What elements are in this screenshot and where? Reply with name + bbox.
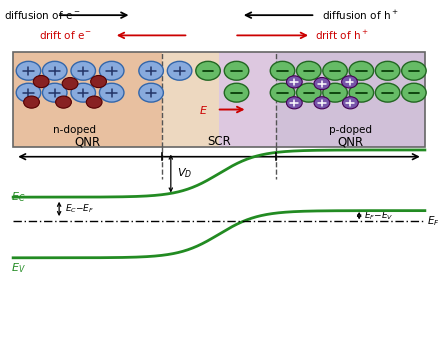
Circle shape xyxy=(286,97,302,109)
Circle shape xyxy=(375,83,400,102)
Circle shape xyxy=(91,75,106,88)
Circle shape xyxy=(270,83,295,102)
Text: $E_F$$-$$E_V$: $E_F$$-$$E_V$ xyxy=(364,209,393,222)
Circle shape xyxy=(196,61,220,80)
Circle shape xyxy=(342,76,357,88)
Circle shape xyxy=(99,83,124,102)
Circle shape xyxy=(297,83,321,102)
Circle shape xyxy=(270,61,295,80)
Circle shape xyxy=(139,83,163,102)
Text: diffusion of h$^+$: diffusion of h$^+$ xyxy=(322,9,399,22)
Circle shape xyxy=(71,83,95,102)
Circle shape xyxy=(343,97,358,109)
Circle shape xyxy=(349,83,374,102)
Text: $E_C$$-$$E_F$: $E_C$$-$$E_F$ xyxy=(65,203,94,215)
Circle shape xyxy=(323,61,347,80)
Circle shape xyxy=(323,83,347,102)
Circle shape xyxy=(86,96,102,108)
Bar xyxy=(276,52,425,147)
Text: $E_C$: $E_C$ xyxy=(11,190,25,204)
Text: $E_F$: $E_F$ xyxy=(427,214,438,227)
Circle shape xyxy=(224,83,249,102)
Circle shape xyxy=(297,61,321,80)
Circle shape xyxy=(314,78,330,90)
Bar xyxy=(13,52,425,147)
Text: diffusion of e$^-$: diffusion of e$^-$ xyxy=(4,9,81,21)
Text: SCR: SCR xyxy=(207,135,231,148)
Text: drift of h$^+$: drift of h$^+$ xyxy=(315,29,369,42)
Circle shape xyxy=(56,96,71,108)
Circle shape xyxy=(375,61,400,80)
Text: QNR: QNR xyxy=(74,135,101,148)
Circle shape xyxy=(314,97,330,109)
Circle shape xyxy=(33,75,49,88)
Text: drift of e$^-$: drift of e$^-$ xyxy=(39,29,93,41)
Circle shape xyxy=(402,83,426,102)
Circle shape xyxy=(62,78,78,90)
Circle shape xyxy=(24,96,39,108)
Circle shape xyxy=(16,83,41,102)
Circle shape xyxy=(224,61,249,80)
Circle shape xyxy=(16,61,41,80)
Circle shape xyxy=(139,61,163,80)
Text: n-doped: n-doped xyxy=(53,125,96,135)
Circle shape xyxy=(71,61,95,80)
Text: $E$: $E$ xyxy=(199,103,208,116)
Circle shape xyxy=(167,61,192,80)
Circle shape xyxy=(286,76,302,88)
Circle shape xyxy=(349,61,374,80)
Circle shape xyxy=(402,61,426,80)
Bar xyxy=(162,52,219,147)
Bar xyxy=(13,52,162,147)
Bar xyxy=(219,52,276,147)
Text: $E_V$: $E_V$ xyxy=(11,261,26,275)
Text: p-doped: p-doped xyxy=(329,125,372,135)
Circle shape xyxy=(99,61,124,80)
Text: QNR: QNR xyxy=(337,135,364,148)
Text: $V_D$: $V_D$ xyxy=(177,167,193,180)
Circle shape xyxy=(42,61,67,80)
Circle shape xyxy=(42,83,67,102)
